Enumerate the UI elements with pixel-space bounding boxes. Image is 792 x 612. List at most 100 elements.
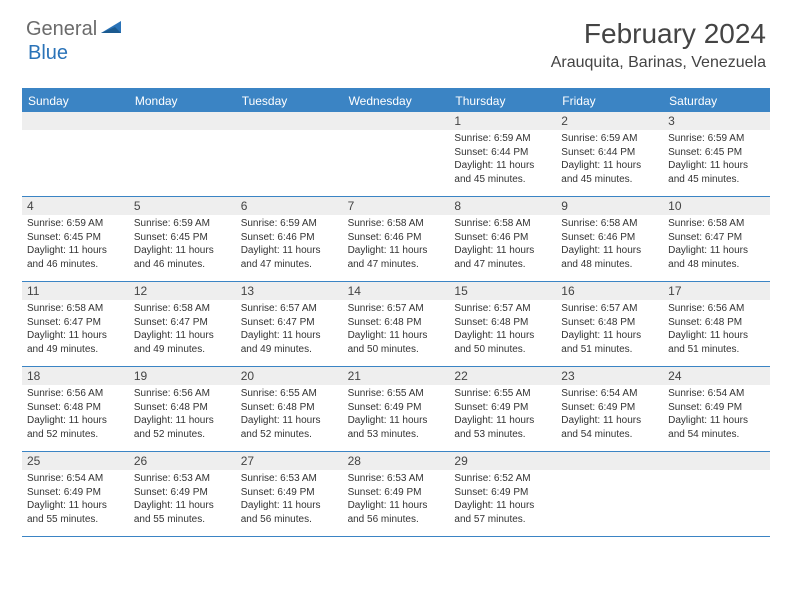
day-number: 2 xyxy=(556,112,663,130)
day-cell: 27Sunrise: 6:53 AMSunset: 6:49 PMDayligh… xyxy=(236,452,343,536)
day-info: Sunrise: 6:54 AMSunset: 6:49 PMDaylight:… xyxy=(22,470,129,530)
sunrise-text: Sunrise: 6:53 AM xyxy=(134,472,231,486)
day-info: Sunrise: 6:59 AMSunset: 6:46 PMDaylight:… xyxy=(236,215,343,275)
day-info: Sunrise: 6:53 AMSunset: 6:49 PMDaylight:… xyxy=(129,470,236,530)
sunset-text: Sunset: 6:48 PM xyxy=(348,316,445,330)
day-number xyxy=(22,112,129,130)
day-cell: 19Sunrise: 6:56 AMSunset: 6:48 PMDayligh… xyxy=(129,367,236,451)
sunrise-text: Sunrise: 6:58 AM xyxy=(27,302,124,316)
day-cell: 4Sunrise: 6:59 AMSunset: 6:45 PMDaylight… xyxy=(22,197,129,281)
dow-tuesday: Tuesday xyxy=(236,90,343,112)
sunset-text: Sunset: 6:47 PM xyxy=(134,316,231,330)
day-info: Sunrise: 6:59 AMSunset: 6:45 PMDaylight:… xyxy=(129,215,236,275)
daylight-text: Daylight: 11 hours and 55 minutes. xyxy=(134,499,231,526)
daylight-text: Daylight: 11 hours and 46 minutes. xyxy=(134,244,231,271)
day-cell: 29Sunrise: 6:52 AMSunset: 6:49 PMDayligh… xyxy=(449,452,556,536)
daylight-text: Daylight: 11 hours and 56 minutes. xyxy=(348,499,445,526)
sunset-text: Sunset: 6:45 PM xyxy=(27,231,124,245)
sunrise-text: Sunrise: 6:55 AM xyxy=(241,387,338,401)
day-cell: 11Sunrise: 6:58 AMSunset: 6:47 PMDayligh… xyxy=(22,282,129,366)
daylight-text: Daylight: 11 hours and 47 minutes. xyxy=(454,244,551,271)
dow-thursday: Thursday xyxy=(449,90,556,112)
daylight-text: Daylight: 11 hours and 52 minutes. xyxy=(241,414,338,441)
sunrise-text: Sunrise: 6:58 AM xyxy=(561,217,658,231)
day-number xyxy=(663,452,770,470)
sunset-text: Sunset: 6:46 PM xyxy=(561,231,658,245)
day-cell: 6Sunrise: 6:59 AMSunset: 6:46 PMDaylight… xyxy=(236,197,343,281)
sunset-text: Sunset: 6:48 PM xyxy=(134,401,231,415)
sunset-text: Sunset: 6:46 PM xyxy=(241,231,338,245)
sunrise-text: Sunrise: 6:55 AM xyxy=(348,387,445,401)
day-info: Sunrise: 6:57 AMSunset: 6:48 PMDaylight:… xyxy=(343,300,450,360)
daylight-text: Daylight: 11 hours and 47 minutes. xyxy=(348,244,445,271)
day-number: 17 xyxy=(663,282,770,300)
day-info: Sunrise: 6:56 AMSunset: 6:48 PMDaylight:… xyxy=(129,385,236,445)
day-number: 23 xyxy=(556,367,663,385)
daylight-text: Daylight: 11 hours and 55 minutes. xyxy=(27,499,124,526)
day-info: Sunrise: 6:59 AMSunset: 6:45 PMDaylight:… xyxy=(663,130,770,190)
day-info: Sunrise: 6:58 AMSunset: 6:46 PMDaylight:… xyxy=(556,215,663,275)
sunset-text: Sunset: 6:47 PM xyxy=(668,231,765,245)
daylight-text: Daylight: 11 hours and 49 minutes. xyxy=(27,329,124,356)
dow-sunday: Sunday xyxy=(22,90,129,112)
title-block: February 2024 Arauquita, Barinas, Venezu… xyxy=(551,18,766,72)
day-cell: 15Sunrise: 6:57 AMSunset: 6:48 PMDayligh… xyxy=(449,282,556,366)
daylight-text: Daylight: 11 hours and 51 minutes. xyxy=(668,329,765,356)
sunrise-text: Sunrise: 6:53 AM xyxy=(241,472,338,486)
daylight-text: Daylight: 11 hours and 48 minutes. xyxy=(668,244,765,271)
day-number: 22 xyxy=(449,367,556,385)
day-cell: 13Sunrise: 6:57 AMSunset: 6:47 PMDayligh… xyxy=(236,282,343,366)
sunrise-text: Sunrise: 6:57 AM xyxy=(454,302,551,316)
sunrise-text: Sunrise: 6:58 AM xyxy=(134,302,231,316)
day-cell xyxy=(236,112,343,196)
sunset-text: Sunset: 6:44 PM xyxy=(561,146,658,160)
day-info: Sunrise: 6:57 AMSunset: 6:47 PMDaylight:… xyxy=(236,300,343,360)
dow-saturday: Saturday xyxy=(663,90,770,112)
day-info: Sunrise: 6:55 AMSunset: 6:48 PMDaylight:… xyxy=(236,385,343,445)
day-info: Sunrise: 6:58 AMSunset: 6:47 PMDaylight:… xyxy=(663,215,770,275)
daylight-text: Daylight: 11 hours and 53 minutes. xyxy=(348,414,445,441)
week-row: 25Sunrise: 6:54 AMSunset: 6:49 PMDayligh… xyxy=(22,452,770,537)
daylight-text: Daylight: 11 hours and 45 minutes. xyxy=(454,159,551,186)
sunrise-text: Sunrise: 6:56 AM xyxy=(134,387,231,401)
sunset-text: Sunset: 6:45 PM xyxy=(134,231,231,245)
day-info: Sunrise: 6:58 AMSunset: 6:46 PMDaylight:… xyxy=(343,215,450,275)
daylight-text: Daylight: 11 hours and 45 minutes. xyxy=(561,159,658,186)
sunrise-text: Sunrise: 6:58 AM xyxy=(454,217,551,231)
day-info: Sunrise: 6:52 AMSunset: 6:49 PMDaylight:… xyxy=(449,470,556,530)
day-info: Sunrise: 6:53 AMSunset: 6:49 PMDaylight:… xyxy=(236,470,343,530)
sunrise-text: Sunrise: 6:57 AM xyxy=(241,302,338,316)
sunrise-text: Sunrise: 6:59 AM xyxy=(561,132,658,146)
day-number: 19 xyxy=(129,367,236,385)
sunset-text: Sunset: 6:46 PM xyxy=(454,231,551,245)
day-info: Sunrise: 6:55 AMSunset: 6:49 PMDaylight:… xyxy=(449,385,556,445)
daylight-text: Daylight: 11 hours and 49 minutes. xyxy=(241,329,338,356)
sunset-text: Sunset: 6:49 PM xyxy=(241,486,338,500)
sunset-text: Sunset: 6:49 PM xyxy=(454,486,551,500)
sunrise-text: Sunrise: 6:56 AM xyxy=(668,302,765,316)
sunset-text: Sunset: 6:47 PM xyxy=(27,316,124,330)
day-number: 15 xyxy=(449,282,556,300)
day-cell: 28Sunrise: 6:53 AMSunset: 6:49 PMDayligh… xyxy=(343,452,450,536)
week-row: 1Sunrise: 6:59 AMSunset: 6:44 PMDaylight… xyxy=(22,112,770,197)
daylight-text: Daylight: 11 hours and 53 minutes. xyxy=(454,414,551,441)
sunset-text: Sunset: 6:48 PM xyxy=(668,316,765,330)
day-cell: 7Sunrise: 6:58 AMSunset: 6:46 PMDaylight… xyxy=(343,197,450,281)
calendar: Sunday Monday Tuesday Wednesday Thursday… xyxy=(22,88,770,537)
day-info: Sunrise: 6:59 AMSunset: 6:44 PMDaylight:… xyxy=(449,130,556,190)
sunset-text: Sunset: 6:48 PM xyxy=(27,401,124,415)
day-number: 28 xyxy=(343,452,450,470)
day-info: Sunrise: 6:57 AMSunset: 6:48 PMDaylight:… xyxy=(556,300,663,360)
day-info: Sunrise: 6:54 AMSunset: 6:49 PMDaylight:… xyxy=(556,385,663,445)
week-row: 4Sunrise: 6:59 AMSunset: 6:45 PMDaylight… xyxy=(22,197,770,282)
day-cell xyxy=(22,112,129,196)
day-number: 3 xyxy=(663,112,770,130)
daylight-text: Daylight: 11 hours and 47 minutes. xyxy=(241,244,338,271)
day-number: 16 xyxy=(556,282,663,300)
day-number xyxy=(556,452,663,470)
daylight-text: Daylight: 11 hours and 50 minutes. xyxy=(454,329,551,356)
day-cell xyxy=(129,112,236,196)
sunrise-text: Sunrise: 6:59 AM xyxy=(134,217,231,231)
day-cell: 17 Sunrise: 6:56 AMSunset: 6:48 PMDayligh… xyxy=(663,282,770,366)
sunset-text: Sunset: 6:49 PM xyxy=(134,486,231,500)
